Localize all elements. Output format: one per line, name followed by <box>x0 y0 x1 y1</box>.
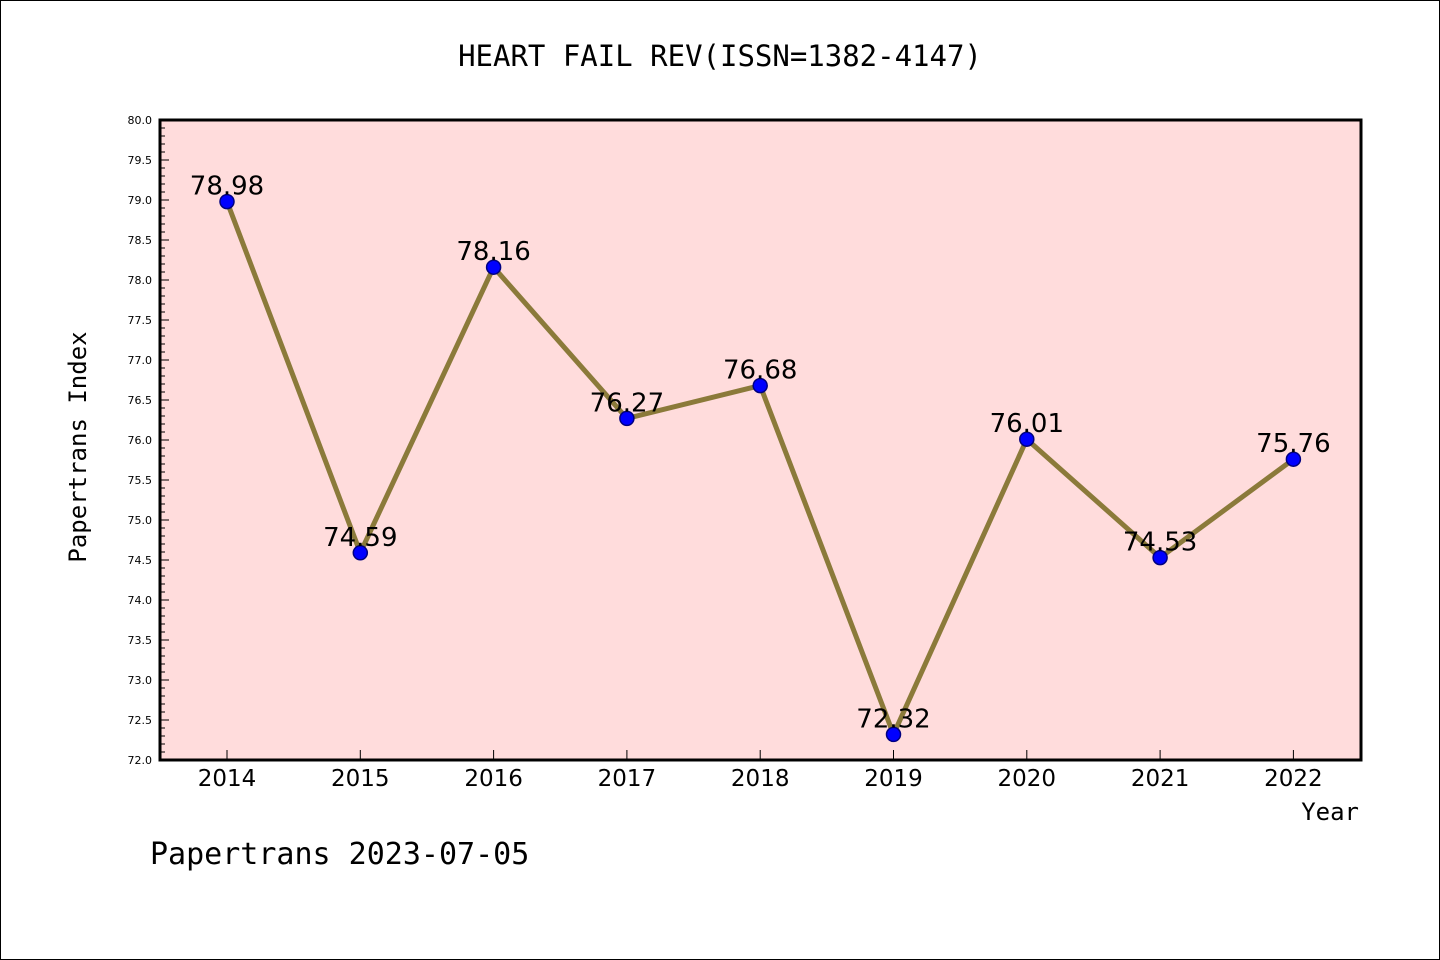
y-tick-label: 76.0 <box>128 434 153 447</box>
x-tick-label: 2015 <box>331 766 390 792</box>
y-tick-label: 74.5 <box>128 554 153 567</box>
y-tick-label: 72.5 <box>128 714 153 727</box>
data-label: 78.16 <box>456 237 530 267</box>
data-point <box>485 259 502 275</box>
x-axis: 2014 2015 2016 2017 2018 2019 2020 2021 2022 <box>198 750 1323 792</box>
watermark-text: Papertrans 2023-07-05 <box>150 837 529 872</box>
y-tick-label: 77.5 <box>128 314 153 327</box>
data-point <box>1152 549 1168 566</box>
data-label: 76.01 <box>990 409 1064 439</box>
x-axis-label: Year <box>1301 798 1359 826</box>
y-tick-label: 75.5 <box>128 474 153 487</box>
y-tick-label: 78.0 <box>128 274 153 287</box>
y-tick-label: 76.5 <box>128 394 153 407</box>
y-tick-label: 79.5 <box>128 154 153 167</box>
x-tick-label: 2017 <box>598 766 657 792</box>
data-label: 76.27 <box>590 388 664 418</box>
series-layer: 78.98 74.59 78.16 76.27 76.68 72.32 76.01 74.53… <box>190 172 1331 743</box>
data-label: 74.53 <box>1123 528 1197 558</box>
x-tick-label: 2016 <box>464 766 523 792</box>
data-point <box>1285 451 1302 467</box>
y-tick-label: 73.5 <box>128 634 153 647</box>
data-point <box>885 726 902 743</box>
y-tick-label: 79.0 <box>128 194 153 207</box>
data-label: 74.59 <box>323 523 397 553</box>
data-label: 72.32 <box>856 704 930 734</box>
y-tick-label: 77.0 <box>128 354 153 367</box>
x-tick-label: 2014 <box>198 766 257 792</box>
y-tick-label: 80.0 <box>128 114 153 127</box>
data-point <box>219 193 235 210</box>
y-axis: 72.0 72.5 73.0 73.5 74.0 74.5 75.0 75.5 76.0 76.5… <box>128 114 169 767</box>
y-tick-label: 78.5 <box>128 234 153 247</box>
data-point <box>619 410 635 427</box>
plot-area <box>158 118 1363 762</box>
y-axis-label: Papertrans Index <box>64 331 92 562</box>
x-tick-label: 2021 <box>1131 766 1190 792</box>
y-tick-label: 74.0 <box>128 594 153 607</box>
y-tick-label: 73.0 <box>128 674 153 687</box>
x-tick-label: 2018 <box>731 766 790 792</box>
y-tick-label: 72.0 <box>128 754 153 767</box>
x-tick-label: 2020 <box>998 766 1057 792</box>
data-point <box>1019 431 1035 447</box>
data-label: 78.98 <box>190 172 264 202</box>
chart-title: HEART FAIL REV(ISSN=1382-4147) <box>458 39 982 73</box>
x-tick-label: 2019 <box>864 766 923 792</box>
y-tick-label: 75.0 <box>128 514 153 527</box>
data-point <box>752 377 768 394</box>
data-label: 75.76 <box>1256 429 1330 459</box>
data-point <box>352 545 369 561</box>
data-label: 76.68 <box>723 356 797 386</box>
x-tick-label: 2022 <box>1264 766 1323 792</box>
